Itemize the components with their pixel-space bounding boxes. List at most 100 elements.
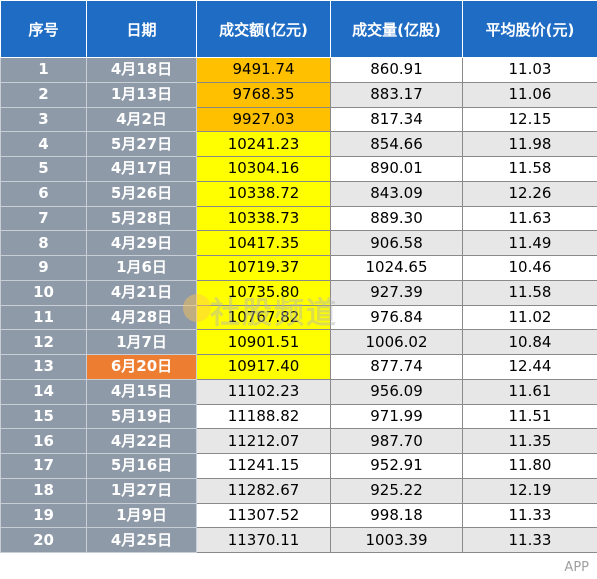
cell-avg-price: 11.58	[462, 156, 597, 182]
cell-volume: 1024.65	[330, 255, 463, 281]
cell-index: 17	[0, 453, 87, 479]
cell-volume: 890.01	[330, 156, 463, 182]
table-row: 11 4月28日 10767.82 976.84 11.02	[0, 304, 597, 331]
cell-date: 5月19日	[86, 403, 197, 430]
cell-index: 9	[0, 255, 87, 281]
table-row: 14 4月15日 11102.23 956.09 11.61	[0, 378, 597, 405]
cell-date: 1月7日	[86, 329, 197, 355]
cell-volume: 843.09	[330, 180, 463, 207]
cell-amount: 11307.52	[196, 502, 331, 529]
cell-amount: 10338.72	[196, 180, 331, 207]
cell-index: 4	[0, 131, 87, 157]
cell-index: 20	[0, 527, 87, 553]
cell-volume: 883.17	[330, 81, 463, 108]
cell-index: 15	[0, 403, 87, 430]
cell-avg-price: 11.58	[462, 279, 597, 306]
cell-date: 1月13日	[86, 81, 197, 108]
cell-volume: 889.30	[330, 205, 463, 232]
cell-avg-price: 10.46	[462, 255, 597, 281]
cell-avg-price: 11.33	[462, 502, 597, 529]
header-amount: 成交额(亿元)	[196, 0, 331, 58]
table-row: 7 5月28日 10338.73 889.30 11.63	[0, 205, 597, 232]
cell-amount: 11282.67	[196, 477, 331, 504]
cell-amount: 11212.07	[196, 428, 331, 454]
cell-amount: 9768.35	[196, 81, 331, 108]
cell-index: 16	[0, 428, 87, 454]
cell-amount: 10719.37	[196, 255, 331, 281]
cell-amount: 11188.82	[196, 403, 331, 430]
cell-volume: 956.09	[330, 378, 463, 405]
cell-date: 5月27日	[86, 131, 197, 157]
cell-avg-price: 10.84	[462, 329, 597, 355]
cell-index: 10	[0, 279, 87, 306]
cell-date: 5月28日	[86, 205, 197, 232]
cell-volume: 971.99	[330, 403, 463, 430]
cell-avg-price: 11.03	[462, 57, 597, 83]
cell-amount: 10901.51	[196, 329, 331, 355]
header-date: 日期	[86, 0, 197, 58]
header-index: 序号	[0, 0, 87, 58]
cell-volume: 925.22	[330, 477, 463, 504]
cell-date: 4月18日	[86, 57, 197, 83]
table-row: 2 1月13日 9768.35 883.17 11.06	[0, 81, 597, 108]
cell-amount: 10338.73	[196, 205, 331, 232]
cell-index: 6	[0, 180, 87, 207]
cell-volume: 1006.02	[330, 329, 463, 355]
cell-date: 1月6日	[86, 255, 197, 281]
cell-amount: 10917.40	[196, 354, 331, 380]
table-row: 1 4月18日 9491.74 860.91 11.03	[0, 57, 597, 83]
cell-volume: 1003.39	[330, 527, 463, 553]
cell-index: 12	[0, 329, 87, 355]
cell-volume: 877.74	[330, 354, 463, 380]
cell-amount: 11102.23	[196, 378, 331, 405]
cell-amount: 11370.11	[196, 527, 331, 553]
table-row: 6 5月26日 10338.72 843.09 12.26	[0, 180, 597, 207]
cell-date: 4月22日	[86, 428, 197, 454]
cell-amount: 9927.03	[196, 106, 331, 133]
cell-avg-price: 11.61	[462, 378, 597, 405]
table-row: 17 5月16日 11241.15 952.91 11.80	[0, 453, 597, 479]
cell-volume: 817.34	[330, 106, 463, 133]
table-row: 3 4月2日 9927.03 817.34 12.15	[0, 106, 597, 133]
cell-index: 7	[0, 205, 87, 232]
table-row: 8 4月29日 10417.35 906.58 11.49	[0, 230, 597, 256]
cell-avg-price: 11.02	[462, 304, 597, 331]
table-row: 16 4月22日 11212.07 987.70 11.35	[0, 428, 597, 454]
cell-volume: 906.58	[330, 230, 463, 256]
cell-date: 1月27日	[86, 477, 197, 504]
cell-date: 4月2日	[86, 106, 197, 133]
cell-amount: 10241.23	[196, 131, 331, 157]
cell-volume: 854.66	[330, 131, 463, 157]
watermark-corner: APP	[564, 560, 589, 575]
cell-date: 6月20日	[86, 354, 197, 380]
watermark-logo-icon	[183, 294, 211, 322]
table-row: 18 1月27日 11282.67 925.22 12.19	[0, 477, 597, 504]
table-row: 12 1月7日 10901.51 1006.02 10.84	[0, 329, 597, 355]
table-body: 1 4月18日 9491.74 860.91 11.03 2 1月13日 9768.35 883…	[0, 57, 597, 553]
cell-avg-price: 11.98	[462, 131, 597, 157]
cell-amount: 9491.74	[196, 57, 331, 83]
cell-date: 4月25日	[86, 527, 197, 553]
data-table: 序号 日期 成交额(亿元) 成交量(亿股) 平均股价(元) 1 4月18日 9491…	[0, 0, 597, 553]
table-row: 9 1月6日 10719.37 1024.65 10.46	[0, 255, 597, 281]
cell-index: 2	[0, 81, 87, 108]
cell-date: 5月26日	[86, 180, 197, 207]
cell-index: 5	[0, 156, 87, 182]
cell-volume: 976.84	[330, 304, 463, 331]
table-row: 19 1月9日 11307.52 998.18 11.33	[0, 502, 597, 529]
cell-date: 4月17日	[86, 156, 197, 182]
cell-avg-price: 11.80	[462, 453, 597, 479]
cell-index: 18	[0, 477, 87, 504]
table-row: 10 4月21日 10735.80 927.39 11.58	[0, 279, 597, 306]
cell-avg-price: 11.63	[462, 205, 597, 232]
cell-amount: 10735.80	[196, 279, 331, 306]
cell-avg-price: 12.19	[462, 477, 597, 504]
cell-avg-price: 11.49	[462, 230, 597, 256]
cell-volume: 998.18	[330, 502, 463, 529]
table-row: 4 5月27日 10241.23 854.66 11.98	[0, 131, 597, 157]
cell-date: 4月15日	[86, 378, 197, 405]
header-volume: 成交量(亿股)	[330, 0, 463, 58]
cell-date: 1月9日	[86, 502, 197, 529]
cell-amount: 11241.15	[196, 453, 331, 479]
cell-amount: 10767.82	[196, 304, 331, 331]
